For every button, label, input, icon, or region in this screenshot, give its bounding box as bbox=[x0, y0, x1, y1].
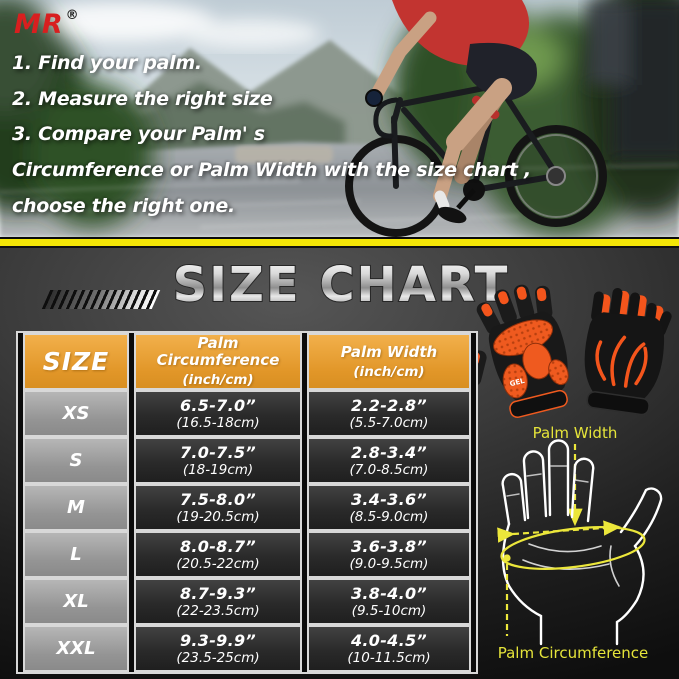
size-cell: S bbox=[23, 437, 129, 484]
registered-mark: ® bbox=[65, 8, 80, 23]
palm-width-label: Palm Width bbox=[533, 424, 618, 442]
width-cell: 3.8-4.0” (9.5-10cm) bbox=[307, 578, 471, 625]
palm-circumference-ellipse bbox=[500, 526, 646, 570]
brand-logo-r: R bbox=[41, 9, 64, 40]
glove-back-side bbox=[584, 288, 672, 416]
cyclist-figure bbox=[345, 0, 607, 237]
table-row: L 8.0-8.7” (20.5-22cm) 3.6-3.8” (9.0-9.5cm… bbox=[23, 531, 471, 578]
table-header-row: SIZE Palm Circumference (inch/cm) Palm W… bbox=[23, 333, 471, 390]
size-chart-table: SIZE Palm Circumference (inch/cm) Palm W… bbox=[16, 331, 478, 674]
size-cell: XXL bbox=[23, 625, 129, 672]
width-cell: 2.2-2.8” (5.5-7.0cm) bbox=[307, 390, 471, 437]
circumference-cell: 6.5-7.0” (16.5-18cm) bbox=[134, 390, 302, 437]
gel-label: GEL bbox=[509, 377, 526, 389]
size-chart-section: SIZE CHART bbox=[0, 248, 679, 679]
size-cell: M bbox=[23, 484, 129, 531]
header-palm-width-label: Palm Width bbox=[340, 342, 438, 361]
width-cell: 3.6-3.8” (9.0-9.5cm) bbox=[307, 531, 471, 578]
table-row: XS 6.5-7.0” (16.5-18cm) 2.2-2.8” (5.5-7.0c… bbox=[23, 390, 471, 437]
section-title: SIZE CHART bbox=[173, 257, 510, 313]
table-row: XL 8.7-9.3” (22-23.5cm) 3.8-4.0” (9.5-10cm… bbox=[23, 578, 471, 625]
size-cell: XL bbox=[23, 578, 129, 625]
size-cell: XS bbox=[23, 390, 129, 437]
width-cell: 4.0-4.5” (10-11.5cm) bbox=[307, 625, 471, 672]
gloves-image: GEL bbox=[467, 284, 672, 419]
header-palm-width: Palm Width (inch/cm) bbox=[307, 333, 471, 390]
header-unit: (inch/cm) bbox=[182, 372, 254, 388]
header-size: SIZE bbox=[23, 333, 129, 390]
instruction-line-5: choose the right one. bbox=[12, 195, 235, 217]
instruction-line-4: Circumference or Palm Width with the siz… bbox=[12, 159, 531, 181]
circumference-cell: 8.0-8.7” (20.5-22cm) bbox=[134, 531, 302, 578]
speed-stripes-decoration bbox=[41, 290, 161, 309]
cyclist-scene-illustration bbox=[0, 0, 679, 237]
table-row: M 7.5-8.0” (19-20.5cm) 3.4-3.6” (8.5-9.0cm… bbox=[23, 484, 471, 531]
brand-logo: MOREOK® bbox=[14, 8, 80, 40]
hand-measurement-diagram: Palm Width Palm bbox=[497, 424, 663, 662]
table-row: XXL 9.3-9.9” (23.5-25cm) 4.0-4.5” (10-11.5… bbox=[23, 625, 471, 672]
palm-circumference-label: Palm Circumference bbox=[498, 644, 649, 662]
header-palm-circumference: Palm Circumference (inch/cm) bbox=[134, 333, 302, 390]
instruction-line-2: 2. Measure the right size bbox=[12, 88, 273, 110]
brand-logo-m: M bbox=[14, 9, 42, 40]
instruction-line-1: 1. Find your palm. bbox=[12, 52, 202, 74]
circumference-cell: 9.3-9.9” (23.5-25cm) bbox=[134, 625, 302, 672]
width-cell: 2.8-3.4” (7.0-8.5cm) bbox=[307, 437, 471, 484]
instruction-line-3: 3. Compare your Palm' s bbox=[12, 123, 265, 145]
glove-palm-side: GEL bbox=[467, 284, 569, 419]
hand-outline bbox=[501, 439, 663, 646]
cyclist-photo: MOREOK® 1. Find your palm. 2. Measure th… bbox=[0, 0, 679, 237]
size-cell: L bbox=[23, 531, 129, 578]
circumference-cell: 7.0-7.5” (18-19cm) bbox=[134, 437, 302, 484]
circumference-cell: 8.7-9.3” (22-23.5cm) bbox=[134, 578, 302, 625]
header-palm-circumference-label: Palm Circumference bbox=[156, 334, 280, 369]
table-row: S 7.0-7.5” (18-19cm) 2.8-3.4” (7.0-8.5cm) bbox=[23, 437, 471, 484]
circumference-cell: 7.5-8.0” (19-20.5cm) bbox=[134, 484, 302, 531]
yellow-divider bbox=[0, 237, 679, 248]
header-unit: (inch/cm) bbox=[353, 363, 425, 380]
section-title-graphic: SIZE CHART bbox=[172, 256, 510, 314]
width-cell: 3.4-3.6” (8.5-9.0cm) bbox=[307, 484, 471, 531]
